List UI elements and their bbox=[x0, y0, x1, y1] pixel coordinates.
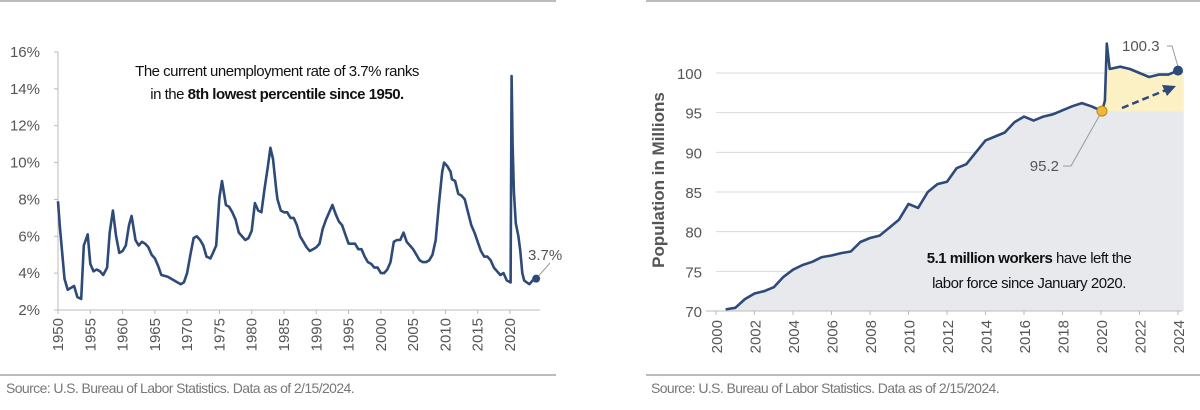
x-tick-label: 2000 bbox=[373, 318, 390, 351]
x-tick-label: 2005 bbox=[405, 318, 422, 351]
right-source-note: Source: U.S. Bureau of Labor Statistics.… bbox=[651, 380, 1000, 396]
x-tick-label: 2012 bbox=[940, 320, 957, 353]
dashed-trend-arrow bbox=[1121, 88, 1167, 110]
latest-leader bbox=[1167, 45, 1179, 67]
x-tick-label: 1950 bbox=[50, 318, 67, 351]
unemployment-rate-line bbox=[56, 74, 537, 301]
labor-force-chart: 70 75 80 85 90 95 100 2000 2002 2004 2006 2008 2010 2… bbox=[677, 42, 1188, 353]
right-annotation-line2: labor force since January 2020. bbox=[932, 275, 1126, 292]
jan2020-value-label: 95.2 bbox=[1030, 158, 1059, 175]
x-tick-label: 2008 bbox=[863, 320, 880, 353]
y-tick-label: 2% bbox=[18, 302, 40, 319]
y-tick-label: 16% bbox=[10, 44, 40, 61]
x-tick-label: 1970 bbox=[179, 318, 196, 351]
x-tick-label: 1985 bbox=[276, 318, 293, 351]
y-tick-label: 80 bbox=[685, 225, 702, 242]
x-tick-label: 2016 bbox=[1017, 320, 1034, 353]
x-tick-label: 2010 bbox=[437, 318, 454, 351]
latest-value-label: 100.3 bbox=[1122, 38, 1160, 55]
x-tick-label: 2006 bbox=[825, 320, 842, 353]
latest-marker bbox=[1173, 65, 1183, 76]
x-tick-label: 1960 bbox=[115, 318, 132, 351]
x-tick-label: 2004 bbox=[786, 320, 803, 353]
unemployment-chart: 2% 4% 6% 8% 10% 12% 14% 16% 1950 1955 1960 1965 1970… bbox=[10, 44, 551, 351]
y-tick-label: 8% bbox=[18, 191, 40, 208]
current-rate-marker bbox=[532, 274, 541, 283]
y-tick-label: 14% bbox=[10, 81, 40, 98]
x-tick-label: 1955 bbox=[82, 318, 99, 351]
y-tick-label: 70 bbox=[685, 304, 702, 321]
x-tick-label: 2015 bbox=[470, 318, 487, 351]
y-tick-label: 75 bbox=[685, 264, 702, 281]
x-tick-label: 1980 bbox=[244, 318, 261, 351]
labor-force-line bbox=[725, 42, 1179, 311]
y-tick-label: 12% bbox=[10, 118, 40, 135]
y-tick-label: 100 bbox=[677, 66, 702, 83]
jan2020-marker bbox=[1096, 105, 1108, 117]
x-tick-label: 2014 bbox=[979, 320, 996, 353]
arrow-head bbox=[1162, 85, 1176, 96]
right-annotation-line1: 5.1 million workers have left the bbox=[927, 250, 1132, 267]
y-tick-label: 90 bbox=[685, 145, 702, 162]
x-tick-label: 2000 bbox=[709, 320, 726, 353]
current-rate-label: 3.7% bbox=[528, 247, 562, 264]
x-tick-label: 2020 bbox=[1094, 320, 1111, 353]
x-tick-label: 2010 bbox=[902, 320, 919, 353]
jan2020-leader bbox=[1063, 110, 1103, 167]
y-tick-label: 10% bbox=[10, 155, 40, 172]
x-tick-label: 2024 bbox=[1171, 320, 1188, 353]
x-tick-label: 1975 bbox=[211, 318, 228, 351]
y-tick-label: 95 bbox=[685, 106, 702, 123]
left-annotation-line1: The current unemployment rate of 3.7% ra… bbox=[135, 63, 419, 80]
x-tick-label: 2002 bbox=[748, 320, 765, 353]
x-tick-label: 2020 bbox=[502, 318, 519, 351]
left-annotation-line2: in the 8th lowest percentile since 1950. bbox=[150, 86, 404, 103]
y-tick-label: 6% bbox=[18, 228, 40, 245]
labor-force-area bbox=[725, 103, 1184, 311]
right-y-axis-label: Population in Millions bbox=[649, 92, 668, 268]
workers-left-area bbox=[1101, 43, 1184, 112]
x-tick-label: 2018 bbox=[1056, 320, 1073, 353]
x-tick-label: 1995 bbox=[341, 318, 358, 351]
x-tick-label: 1990 bbox=[308, 318, 325, 351]
y-tick-label: 85 bbox=[685, 185, 702, 202]
y-tick-label: 4% bbox=[18, 265, 40, 282]
x-tick-label: 1965 bbox=[147, 318, 164, 351]
left-source-note: Source: U.S. Bureau of Labor Statistics.… bbox=[6, 380, 355, 396]
x-tick-label: 2022 bbox=[1133, 320, 1150, 353]
